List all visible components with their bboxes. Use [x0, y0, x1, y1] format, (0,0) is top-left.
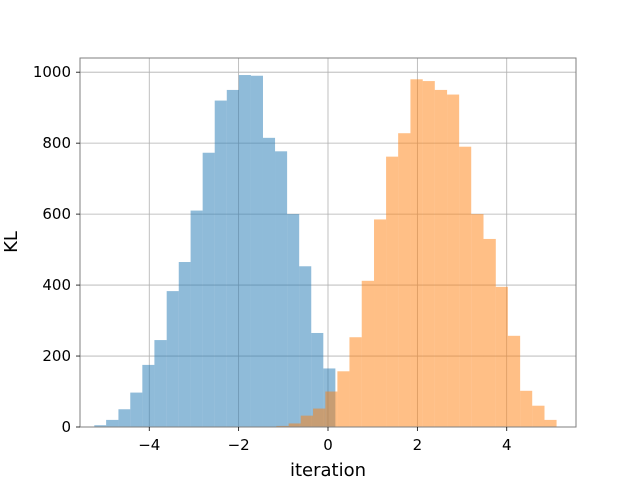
histogram-bar-series-1	[311, 332, 324, 427]
y-tick-label: 1000	[33, 63, 71, 81]
histogram-bar-series-1	[190, 210, 203, 427]
histogram-bar-series-1	[94, 425, 107, 427]
histogram-bars	[94, 75, 557, 428]
histogram-bar-series-2	[447, 94, 460, 427]
histogram-bar-series-1	[202, 152, 215, 428]
histogram-bar-series-2	[483, 238, 496, 427]
histogram-bar-series-2	[313, 408, 326, 427]
histogram-bar-series-2	[471, 214, 484, 427]
histogram-bar-series-2	[495, 286, 508, 427]
histogram-bar-series-2	[300, 415, 314, 427]
histogram-bar-series-1	[275, 151, 288, 427]
histogram-bar-series-1	[226, 89, 239, 428]
histogram-bar-series-2	[374, 219, 387, 427]
histogram-bar-series-2	[544, 419, 557, 427]
histogram-bar-series-2	[325, 391, 338, 427]
histogram-bar-series-1	[250, 75, 263, 427]
histogram-bar-series-2	[398, 133, 411, 427]
histogram-bar-series-2	[276, 425, 289, 427]
histogram-bar-series-2	[288, 423, 301, 427]
histogram-bar-series-2	[361, 280, 375, 427]
histogram-bar-series-1	[154, 340, 167, 427]
y-tick-label: 800	[42, 134, 71, 152]
x-axis-label: iteration	[290, 460, 366, 480]
histogram-bar-series-2	[434, 89, 448, 428]
histogram-bar-series-1	[299, 266, 312, 427]
histogram-bar-series-1	[118, 409, 131, 427]
histogram-bar-series-2	[422, 81, 435, 427]
y-tick-label: 400	[42, 276, 71, 294]
histogram-bar-series-2	[337, 371, 350, 427]
histogram-bar-series-2	[532, 405, 545, 427]
histogram-bar-series-2	[410, 79, 423, 428]
y-axis-label: KL	[1, 231, 22, 253]
histogram-bar-series-1	[142, 364, 155, 427]
histogram-bar-series-1	[178, 262, 191, 427]
histogram-bar-series-1	[106, 419, 119, 427]
x-tick-label: −4	[138, 436, 160, 454]
histogram-bar-series-2	[349, 337, 362, 427]
histogram-bar-series-2	[520, 390, 533, 427]
histogram-bar-series-2	[507, 335, 521, 427]
y-tick-label: 600	[42, 205, 71, 223]
histogram-bar-series-1	[214, 100, 227, 428]
y-tick-label: 200	[42, 347, 71, 365]
histogram-bar-series-1	[238, 75, 251, 428]
axis-ticks: −4 −2 0 2 4 0 200 400 600 800 1000	[33, 63, 512, 454]
x-tick-label: −2	[228, 436, 250, 454]
x-tick-label: 2	[413, 436, 423, 454]
histogram-bar-series-2	[386, 156, 399, 427]
x-tick-label: 4	[502, 436, 512, 454]
histogram-bar-series-1	[262, 137, 276, 427]
histogram-bar-series-2	[459, 146, 472, 428]
histogram-bar-series-1	[130, 392, 143, 427]
histogram-bar-series-1	[287, 214, 300, 427]
y-tick-label: 0	[61, 418, 71, 436]
x-tick-label: 0	[323, 436, 333, 454]
histogram-bar-series-1	[166, 291, 179, 427]
